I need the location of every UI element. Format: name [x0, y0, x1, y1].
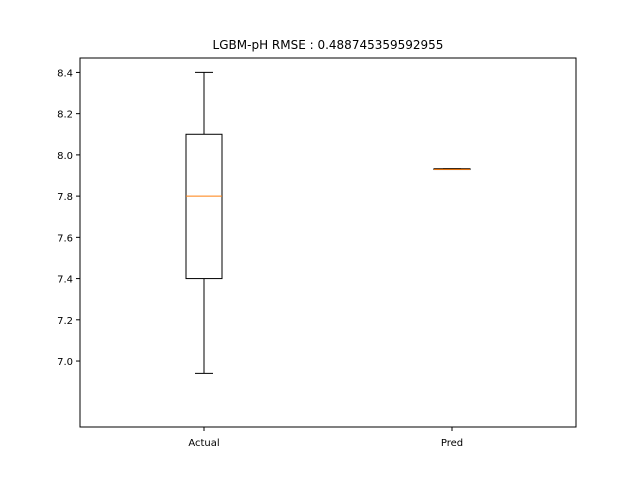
- y-tick-label: 8.4: [57, 68, 73, 79]
- y-tick-label: 7.8: [57, 192, 73, 203]
- y-tick-label: 7.2: [57, 316, 73, 327]
- x-tick-label: Actual: [188, 438, 219, 449]
- x-axis: Actual Pred: [188, 427, 463, 449]
- chart-title: LGBM-pH RMSE : 0.488745359592955: [213, 38, 444, 52]
- y-tick-label: 7.4: [57, 275, 73, 286]
- chart-marks: [185, 71, 471, 374]
- box-pred: [433, 168, 471, 171]
- axes-frame: [79, 57, 577, 428]
- y-tick-label: 8.0: [57, 151, 73, 162]
- box-actual: [185, 71, 223, 374]
- box-iqr: [185, 133, 223, 280]
- y-tick-label: 7.6: [57, 233, 73, 244]
- y-tick-label: 8.2: [57, 110, 73, 121]
- x-tick-label: Pred: [441, 438, 463, 449]
- y-tick-label: 7.0: [57, 357, 73, 368]
- y-axis: 7.0 7.2 7.4 7.6 7.8 8.0 8.2 8.4: [57, 68, 80, 368]
